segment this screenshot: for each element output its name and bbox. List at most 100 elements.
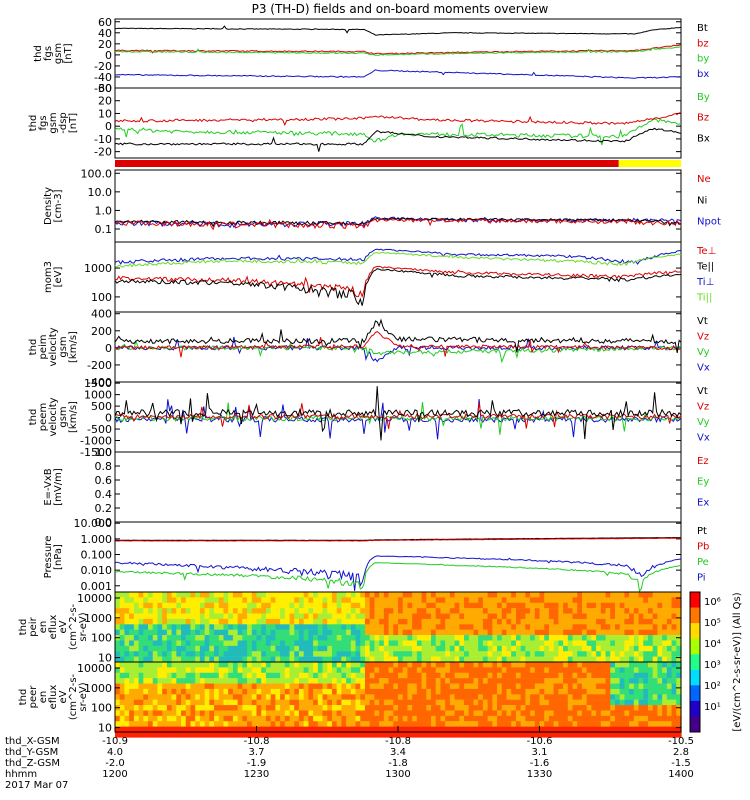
spectrogram-cell	[501, 678, 508, 684]
spectrogram-cell	[449, 710, 456, 717]
spectrogram-cell	[501, 618, 508, 625]
spectrogram-cell	[228, 683, 234, 690]
spectrogram-cell	[652, 699, 659, 706]
spectrogram-cell	[308, 640, 314, 647]
spectrogram-cell	[115, 662, 121, 668]
spectrogram-cell	[454, 721, 460, 727]
spectrogram-cell	[294, 688, 300, 695]
spectrogram-cell	[647, 667, 654, 673]
spectrogram-cell	[591, 635, 597, 641]
series-pb	[115, 537, 681, 542]
spectrogram-cell	[195, 715, 201, 722]
spectrogram-cell	[209, 592, 215, 598]
spectrogram-cell	[577, 705, 583, 711]
spectrogram-cell	[468, 608, 475, 614]
spectrogram-cell	[327, 645, 333, 652]
spectrogram-cell	[454, 656, 460, 663]
spectrogram-cell	[647, 645, 654, 652]
spectrogram-cell	[251, 721, 258, 727]
spectrogram-cell	[346, 618, 352, 625]
spectrogram-cell	[657, 629, 663, 636]
spectrogram-cell	[327, 678, 333, 684]
spectrogram-cell	[614, 732, 621, 738]
spectrogram-cell	[497, 662, 503, 668]
spectrogram-cell	[143, 699, 149, 706]
spectrogram-cell	[605, 678, 611, 684]
spectrogram-cell	[166, 721, 173, 727]
spectrogram-cell	[166, 645, 173, 652]
spectrogram-cell	[431, 651, 437, 657]
spectrogram-cell	[402, 688, 409, 695]
spectrogram-cell	[247, 635, 253, 641]
spectrogram-cell	[421, 640, 427, 647]
spectrogram-cell	[294, 608, 300, 614]
spectrogram-cell	[652, 629, 659, 636]
spectrogram-cell	[506, 688, 512, 695]
spectrogram-cell	[355, 629, 361, 636]
spectrogram-cell	[586, 645, 592, 652]
spectrogram-cell	[228, 656, 234, 663]
spectrogram-cell	[544, 597, 550, 603]
spectrogram-cell	[426, 635, 432, 641]
spectrogram-cell	[336, 651, 342, 657]
spectrogram-cell	[454, 694, 460, 700]
spectrogram-cell	[567, 726, 574, 733]
spectrogram-cell	[596, 678, 602, 684]
spectrogram-cell	[346, 602, 352, 609]
spectrogram-cell	[487, 597, 493, 603]
spectrogram-cell	[671, 602, 677, 609]
spectrogram-cell	[369, 592, 376, 598]
spectrogram-cell	[280, 715, 286, 722]
spectrogram-cell	[506, 694, 512, 700]
spectrogram-cell	[619, 618, 625, 625]
spectrogram-cell	[525, 715, 531, 722]
spectrogram-cell	[294, 672, 300, 679]
spectrogram-cell	[308, 635, 314, 641]
spectrogram-cell	[171, 721, 177, 727]
spectrogram-cell	[591, 721, 597, 727]
spectrogram-cell	[468, 645, 475, 652]
spectrogram-cell	[294, 715, 300, 722]
spectrogram-cell	[327, 672, 333, 679]
spectrogram-cell	[298, 624, 305, 630]
spectrogram-cell	[464, 672, 470, 679]
spectrogram-cell	[157, 662, 163, 668]
spectrogram-cell	[643, 678, 649, 684]
spectrogram-cell	[195, 721, 201, 727]
spectrogram-cell	[327, 624, 333, 630]
spectrogram-cell	[190, 726, 196, 733]
spectrogram-cell	[138, 705, 144, 711]
spectrogram-cell	[247, 662, 253, 668]
spectrogram-cell	[133, 651, 140, 657]
spectrogram-cell	[181, 656, 187, 663]
spectrogram-cell	[581, 629, 588, 636]
spectrogram-cell	[492, 705, 498, 711]
spectrogram-cell	[421, 602, 427, 609]
spectrogram-cell	[133, 732, 140, 738]
spectrogram-cell	[280, 672, 286, 679]
y-tick-label: 1.000	[81, 533, 113, 546]
spectrogram-cell	[605, 645, 611, 652]
spectrogram-cell	[383, 683, 390, 690]
spectrogram-cell	[676, 683, 682, 690]
spectrogram-cell	[379, 688, 385, 695]
x-tick-label: -1.8	[388, 758, 408, 769]
spectrogram-cell	[572, 705, 578, 711]
spectrogram-cell	[407, 651, 413, 657]
spectrogram-cell	[388, 592, 394, 598]
spectrogram-cell	[251, 602, 258, 609]
spectrogram-cell	[558, 678, 564, 684]
spectrogram-cell	[355, 640, 361, 647]
spectrogram-cell	[586, 656, 592, 663]
spectrogram-cell	[501, 629, 508, 636]
spectrogram-cell	[346, 629, 352, 636]
spectrogram-cell	[629, 699, 635, 706]
spectrogram-cell	[464, 602, 470, 609]
spectrogram-cell	[402, 667, 409, 673]
spectrogram-cell	[232, 613, 239, 620]
spectrogram-cell	[459, 672, 465, 679]
spectrogram-cell	[539, 721, 545, 727]
spectrogram-cell	[572, 592, 578, 598]
spectrogram-cell	[647, 651, 654, 657]
